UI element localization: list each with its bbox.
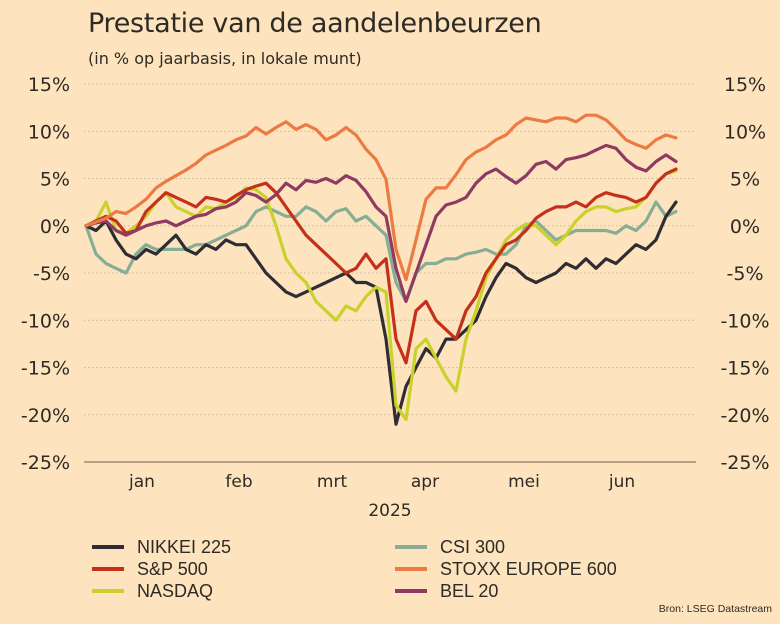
source-note: Bron: LSEG Datastream: [658, 603, 772, 615]
legend-column-1: NIKKEI 225 S&P 500 NASDAQ: [92, 536, 231, 602]
y-tick-label-left: 15%: [28, 74, 70, 96]
x-tick-label: jun: [608, 472, 635, 492]
series-line-nasdaq: [84, 169, 678, 422]
chart-subtitle: (in % op jaarbasis, in lokale munt): [88, 49, 362, 68]
x-tick-label: apr: [411, 472, 439, 492]
legend-item-csi300: CSI 300: [395, 536, 617, 558]
y-tick-label-right: 5%: [730, 169, 760, 191]
legend-column-2: CSI 300 STOXX EUROPE 600 BEL 20: [395, 536, 617, 602]
series-line-nikkei-225: [84, 200, 678, 426]
legend-swatch: [395, 589, 427, 593]
series-line-bel-20: [84, 143, 678, 303]
y-tick-label-left: -10%: [21, 310, 70, 332]
legend-item-nikkei: NIKKEI 225: [92, 536, 231, 558]
legend-swatch: [395, 545, 427, 549]
y-tick-label-right: -25%: [720, 452, 769, 474]
x-tick-label: feb: [225, 472, 252, 492]
legend-item-sp500: S&P 500: [92, 558, 231, 580]
legend-swatch: [395, 567, 427, 571]
legend-item-stoxx600: STOXX EUROPE 600: [395, 558, 617, 580]
x-tick-label: mrt: [317, 472, 348, 492]
series-line-csi-300: [84, 200, 678, 303]
y-tick-label-left: 5%: [40, 169, 70, 191]
y-tick-label-right: 10%: [724, 121, 766, 143]
y-axis-left: 15% 10% 5% 0% -5% -10% -15% -20% -25%: [21, 74, 70, 474]
y-tick-label-left: -25%: [21, 452, 70, 474]
series-line-s-p-500: [84, 167, 678, 365]
legend-swatch: [92, 545, 124, 549]
y-tick-label-right: -5%: [727, 263, 764, 285]
legend-item-bel20: BEL 20: [395, 580, 617, 602]
chart-title: Prestatie van de aandelenbeurzen: [88, 8, 542, 39]
legend-label: NASDAQ: [137, 580, 214, 601]
legend-label: NIKKEI 225: [137, 536, 232, 557]
legend-label: S&P 500: [137, 558, 208, 579]
legend-item-nasdaq: NASDAQ: [92, 580, 231, 602]
y-tick-label-left: 0%: [40, 216, 70, 238]
series-line-stoxx-europe-600: [84, 113, 678, 282]
series-lines: [84, 113, 678, 426]
y-tick-label-right: -10%: [720, 310, 769, 332]
legend-label: BEL 20: [440, 580, 499, 601]
y-tick-label-right: -15%: [720, 358, 769, 380]
y-tick-label-left: -15%: [21, 358, 70, 380]
y-tick-label-right: -20%: [720, 405, 769, 427]
x-tick-label: mei: [508, 472, 540, 492]
y-tick-label-left: -20%: [21, 405, 70, 427]
legend-label: CSI 300: [440, 536, 506, 557]
y-axis-right: 15% 10% 5% 0% -5% -10% -15% -20% -25%: [720, 74, 769, 474]
y-tick-label-right: 0%: [730, 216, 760, 238]
x-axis-label: 2025: [368, 501, 411, 521]
y-tick-label-left: 10%: [28, 121, 70, 143]
y-tick-label-right: 15%: [724, 74, 766, 96]
x-axis: jan feb mrt apr mei jun: [128, 472, 635, 492]
gridlines: [84, 83, 696, 463]
legend-swatch: [92, 589, 124, 593]
y-tick-label-left: -5%: [33, 263, 70, 285]
x-tick-label: jan: [128, 472, 155, 492]
legend-label: STOXX EUROPE 600: [440, 558, 617, 579]
legend-swatch: [92, 567, 124, 571]
